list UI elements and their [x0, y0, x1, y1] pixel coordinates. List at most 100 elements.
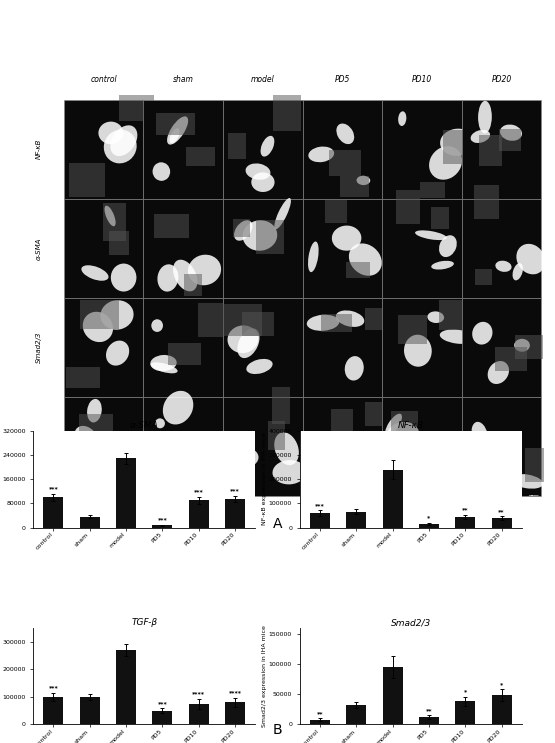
Text: ***: *** — [158, 517, 168, 522]
Bar — [462, 100, 541, 199]
Ellipse shape — [336, 311, 364, 327]
Text: sham: sham — [173, 75, 194, 84]
Ellipse shape — [232, 447, 259, 467]
Ellipse shape — [245, 163, 270, 180]
Text: *: * — [463, 690, 467, 694]
Ellipse shape — [243, 220, 278, 250]
Ellipse shape — [514, 339, 530, 351]
Bar — [420, 182, 445, 198]
Bar — [382, 470, 402, 528]
Bar — [479, 135, 502, 166]
Bar — [204, 449, 226, 474]
Ellipse shape — [246, 359, 273, 374]
Bar — [168, 343, 201, 365]
Text: ___: ___ — [528, 490, 539, 496]
Bar — [233, 219, 250, 237]
Text: *: * — [500, 682, 503, 687]
Bar — [224, 304, 262, 336]
Ellipse shape — [98, 122, 123, 144]
Bar — [515, 334, 543, 359]
Ellipse shape — [106, 340, 129, 366]
Bar — [462, 298, 541, 397]
Text: PD10: PD10 — [412, 75, 432, 84]
Ellipse shape — [170, 129, 180, 143]
Bar — [64, 199, 143, 298]
Ellipse shape — [74, 426, 99, 452]
Bar — [256, 220, 284, 254]
Ellipse shape — [431, 261, 454, 270]
Ellipse shape — [273, 460, 306, 484]
Text: PD5: PD5 — [335, 75, 350, 84]
Ellipse shape — [440, 129, 475, 156]
Ellipse shape — [173, 260, 198, 291]
Bar — [346, 262, 370, 278]
Ellipse shape — [274, 198, 291, 230]
Ellipse shape — [238, 328, 260, 358]
Title: α-SMA: α-SMA — [130, 421, 159, 430]
Bar — [156, 438, 173, 461]
Ellipse shape — [360, 447, 371, 464]
Bar — [391, 411, 418, 440]
Ellipse shape — [317, 464, 351, 490]
Ellipse shape — [496, 261, 512, 272]
Bar — [184, 273, 203, 296]
Bar — [325, 200, 346, 223]
Bar — [475, 269, 492, 285]
Text: ***: *** — [315, 503, 325, 507]
Bar — [492, 695, 512, 724]
Bar — [272, 387, 290, 424]
Ellipse shape — [472, 422, 488, 448]
Ellipse shape — [478, 101, 492, 133]
Bar — [498, 129, 521, 151]
Ellipse shape — [228, 325, 258, 353]
Bar — [225, 499, 245, 528]
Ellipse shape — [104, 206, 115, 227]
Bar — [66, 367, 100, 388]
Bar — [199, 303, 238, 337]
Text: TGF-β: TGF-β — [36, 437, 42, 457]
Bar — [382, 100, 462, 199]
Title: Smad2/3: Smad2/3 — [391, 618, 431, 627]
Text: ***: *** — [158, 701, 168, 706]
Bar — [153, 710, 173, 724]
Ellipse shape — [511, 474, 543, 489]
Bar — [242, 312, 274, 336]
Bar — [223, 298, 302, 397]
Bar — [475, 185, 500, 218]
Ellipse shape — [439, 236, 457, 257]
Text: model: model — [251, 75, 275, 84]
Ellipse shape — [387, 422, 419, 447]
Bar — [302, 298, 382, 397]
Bar — [455, 701, 475, 724]
Bar — [455, 516, 475, 528]
Ellipse shape — [332, 226, 361, 250]
Bar — [443, 130, 482, 164]
Bar — [476, 460, 504, 484]
Ellipse shape — [105, 451, 129, 467]
Text: *: * — [427, 516, 431, 521]
Text: NF-κB: NF-κB — [36, 139, 42, 159]
Bar — [462, 397, 541, 496]
Bar — [382, 199, 462, 298]
Bar — [419, 717, 439, 724]
Bar — [302, 199, 382, 298]
Ellipse shape — [150, 355, 176, 372]
Ellipse shape — [440, 329, 475, 344]
Text: ***: *** — [230, 488, 240, 493]
Bar — [398, 316, 427, 344]
Ellipse shape — [415, 230, 447, 240]
Text: ***: *** — [48, 487, 58, 491]
Bar — [223, 100, 302, 199]
Bar — [310, 513, 330, 528]
Y-axis label: α-SMA expression in IHA mice: α-SMA expression in IHA mice — [0, 432, 1, 526]
Ellipse shape — [100, 300, 134, 330]
Bar — [43, 497, 63, 528]
Bar — [186, 147, 215, 166]
Bar — [143, 298, 223, 397]
Ellipse shape — [151, 363, 178, 373]
Title: TGF-β: TGF-β — [131, 618, 158, 627]
Ellipse shape — [167, 117, 188, 145]
Ellipse shape — [111, 264, 137, 291]
Bar — [189, 704, 209, 724]
Y-axis label: NF-κB expression in IHA mice: NF-κB expression in IHA mice — [263, 433, 268, 525]
